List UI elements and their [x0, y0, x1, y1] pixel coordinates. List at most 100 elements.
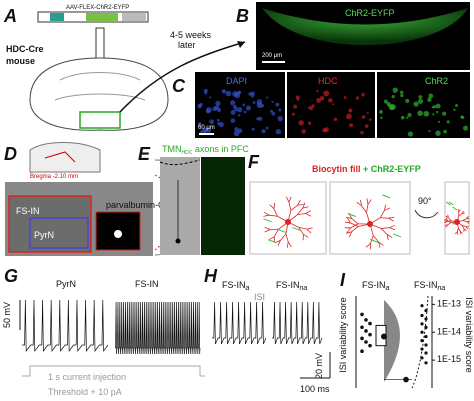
texture	[432, 105, 437, 109]
text-part: + ChR2-EYFP	[361, 164, 421, 174]
texture	[209, 119, 215, 125]
neurite	[388, 217, 394, 222]
mean	[381, 333, 387, 340]
scale-bar: 200 μm	[262, 53, 282, 59]
neurite	[288, 202, 292, 211]
texture	[428, 130, 431, 133]
neurite	[446, 220, 452, 222]
text-part: axons in PFC	[192, 144, 249, 154]
texture	[316, 90, 319, 93]
texture	[323, 90, 330, 97]
neurite	[378, 241, 381, 248]
neurite	[302, 202, 306, 209]
texture	[275, 128, 282, 135]
neurite	[461, 224, 467, 227]
texture	[348, 108, 353, 113]
texture	[442, 111, 447, 116]
neurite	[389, 224, 396, 229]
stimulus: 1 s current injection	[48, 372, 126, 382]
data-point	[420, 339, 424, 343]
neurite	[381, 227, 390, 229]
texture	[355, 96, 360, 100]
texture	[204, 130, 208, 134]
axon	[268, 239, 277, 244]
data-point	[420, 356, 424, 360]
text-part: FS-IN	[414, 280, 438, 290]
texture	[204, 91, 208, 95]
texture	[206, 128, 212, 133]
isi: ISI	[254, 292, 265, 302]
neurite	[287, 241, 292, 248]
shape	[160, 157, 200, 255]
texture	[251, 94, 254, 98]
image-title: TMNHDC axons in PFC	[162, 144, 249, 156]
texture	[460, 115, 463, 119]
texture	[368, 118, 372, 121]
texture	[319, 95, 325, 101]
data-point	[360, 349, 364, 354]
texture	[311, 104, 315, 108]
y-axis-title: ISI variability score	[338, 297, 348, 373]
neurite	[280, 233, 287, 241]
data-point	[420, 330, 424, 334]
texture	[252, 101, 256, 104]
data-point	[424, 334, 428, 339]
texture	[446, 120, 450, 124]
neurite	[347, 217, 351, 224]
texture	[453, 108, 456, 112]
texture	[221, 89, 227, 94]
texture	[250, 91, 255, 96]
axon	[382, 194, 391, 199]
texture	[400, 115, 405, 120]
texture	[406, 116, 409, 119]
neurite	[302, 206, 309, 209]
voltage-trace	[212, 301, 267, 345]
texture	[308, 121, 312, 125]
shape	[122, 13, 146, 21]
axon	[449, 220, 455, 225]
shape	[444, 181, 470, 255]
shape	[86, 13, 118, 21]
texture	[322, 128, 327, 133]
texture	[418, 95, 423, 100]
texture	[197, 104, 202, 109]
texture	[413, 101, 419, 107]
texture	[345, 113, 352, 120]
shape	[262, 8, 468, 46]
texture	[405, 98, 410, 103]
data-point	[368, 332, 372, 337]
group: FS-INna	[414, 280, 445, 292]
texture	[328, 98, 333, 103]
texture	[407, 112, 412, 118]
difference	[403, 376, 409, 383]
text-part: FS-IN	[276, 280, 300, 290]
texture	[245, 105, 251, 111]
data-point	[424, 351, 428, 355]
shape	[119, 41, 246, 113]
axon	[452, 206, 458, 211]
data-point	[360, 336, 364, 341]
rotation: 90°	[418, 196, 432, 206]
threshold: Threshold + 10 pA	[48, 387, 122, 397]
texture	[237, 91, 241, 95]
neurite	[344, 221, 351, 224]
texture	[258, 116, 263, 121]
texture	[277, 115, 283, 122]
texture	[379, 110, 383, 114]
soma	[367, 221, 373, 227]
texture	[230, 100, 236, 106]
cell: FS-IN	[135, 279, 159, 289]
neurite	[298, 227, 304, 235]
bregma: Bregma -2.10 mm	[30, 174, 78, 180]
texture	[248, 92, 252, 96]
shape	[29, 217, 89, 249]
texture	[293, 104, 298, 109]
neurite	[458, 209, 461, 213]
texture	[265, 126, 269, 130]
axon	[446, 201, 451, 206]
shape	[414, 209, 439, 219]
neurite	[454, 231, 458, 235]
texture	[333, 117, 338, 122]
texture	[383, 99, 388, 104]
neurite	[379, 210, 385, 218]
